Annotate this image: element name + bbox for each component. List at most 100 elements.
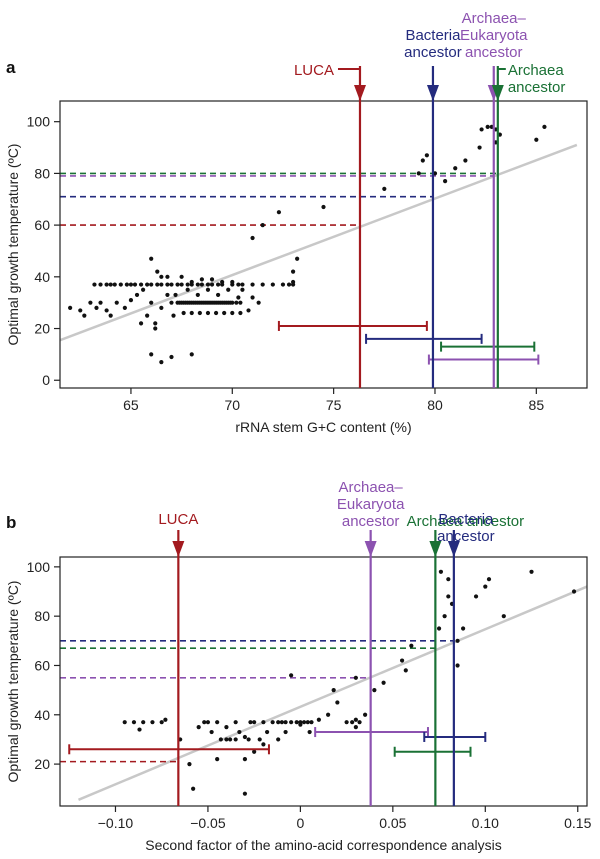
data-point xyxy=(189,310,194,316)
data-point xyxy=(446,577,451,582)
x-tick-label: 0 xyxy=(296,815,304,831)
data-point xyxy=(153,321,158,326)
data-point xyxy=(486,577,492,582)
data-point xyxy=(199,277,204,282)
ancestor-label: Archaea xyxy=(508,62,565,79)
data-point xyxy=(169,354,174,360)
data-point xyxy=(246,308,251,313)
ancestor-label: ancestor xyxy=(342,513,400,530)
ancestor-label: ancestor xyxy=(465,44,523,61)
data-point xyxy=(118,282,123,287)
data-point xyxy=(248,720,253,725)
ancestor-label: Bacteria xyxy=(438,511,494,528)
data-point xyxy=(82,313,87,318)
data-point xyxy=(321,204,326,210)
data-point xyxy=(420,158,425,163)
x-tick-label: 0.05 xyxy=(379,815,406,831)
ancestor-label: LUCA xyxy=(158,511,198,528)
plot-area xyxy=(60,124,578,365)
data-point xyxy=(216,292,221,298)
data-point xyxy=(92,282,97,287)
y-tick-label: 0 xyxy=(42,372,50,388)
y-axis-label: Optimal growth temperature (ºC) xyxy=(5,581,21,783)
data-point xyxy=(216,282,221,287)
data-point xyxy=(353,675,358,680)
y-tick-label: 20 xyxy=(34,321,50,337)
data-point xyxy=(260,282,265,287)
data-point xyxy=(205,282,211,287)
data-point xyxy=(205,310,211,316)
data-point xyxy=(279,720,284,725)
data-point xyxy=(298,722,303,727)
data-point xyxy=(485,124,490,129)
x-tick-label: 0.15 xyxy=(564,815,591,831)
ancestor-arrow xyxy=(172,541,185,557)
data-point xyxy=(104,308,109,313)
data-point xyxy=(455,638,460,643)
x-axis-label: Second factor of the amino-acid correspo… xyxy=(145,837,501,853)
ancestor-label: ancestor xyxy=(437,528,495,545)
data-point xyxy=(240,282,245,287)
data-point xyxy=(250,295,255,300)
ancestor-label: Archaea– xyxy=(462,10,527,27)
data-point xyxy=(159,282,164,287)
data-point xyxy=(350,720,355,725)
ancestor-label: ancestor xyxy=(508,79,566,96)
data-point xyxy=(108,282,113,287)
data-point xyxy=(215,757,220,762)
data-point xyxy=(149,352,154,357)
ancestor-label: Eukaryota xyxy=(460,27,528,44)
x-tick-label: −0.05 xyxy=(190,815,226,831)
ancestor-label: ancestor xyxy=(404,44,462,61)
y-tick-label: 80 xyxy=(34,165,50,181)
ancestor-arrow xyxy=(429,541,442,557)
data-point xyxy=(290,269,296,274)
data-point xyxy=(382,186,387,192)
x-tick-label: 70 xyxy=(224,397,240,413)
data-point xyxy=(224,725,229,730)
data-point xyxy=(363,712,368,717)
data-point xyxy=(463,158,468,163)
plot-area xyxy=(60,569,587,801)
data-point xyxy=(438,569,444,574)
panel-label: b xyxy=(6,513,16,532)
data-point xyxy=(246,737,251,742)
data-point xyxy=(153,326,158,331)
y-axis-label: Optimal growth temperature (ºC) xyxy=(5,144,21,346)
data-point xyxy=(270,282,275,287)
data-point xyxy=(301,720,307,725)
data-point xyxy=(205,720,211,725)
data-point xyxy=(446,594,451,599)
ancestor-label: Archaea ancestor xyxy=(407,513,525,530)
data-point xyxy=(230,279,235,285)
data-point xyxy=(159,360,164,365)
ancestor-arrow xyxy=(364,541,377,557)
data-point xyxy=(141,287,146,292)
data-point xyxy=(233,737,238,742)
data-point xyxy=(98,300,103,305)
data-point xyxy=(571,589,577,594)
data-point xyxy=(236,295,241,300)
data-point xyxy=(240,287,245,292)
data-point xyxy=(138,282,144,287)
data-point xyxy=(209,729,214,735)
data-point xyxy=(479,127,484,132)
data-point xyxy=(226,287,231,292)
ancestor-label: Eukaryota xyxy=(337,496,405,513)
data-point xyxy=(195,282,200,287)
data-point xyxy=(289,673,294,678)
data-point xyxy=(270,720,275,725)
data-point xyxy=(199,282,204,287)
data-point xyxy=(141,720,146,725)
data-point xyxy=(353,717,358,722)
data-point xyxy=(242,791,248,796)
data-point xyxy=(163,717,168,722)
data-point xyxy=(238,310,243,316)
y-tick-label: 100 xyxy=(27,114,51,130)
x-tick-label: −0.10 xyxy=(98,815,134,831)
data-point xyxy=(222,310,227,316)
data-point xyxy=(94,305,99,310)
data-point xyxy=(122,305,127,310)
axes-frame xyxy=(59,100,588,389)
data-point xyxy=(305,720,310,725)
